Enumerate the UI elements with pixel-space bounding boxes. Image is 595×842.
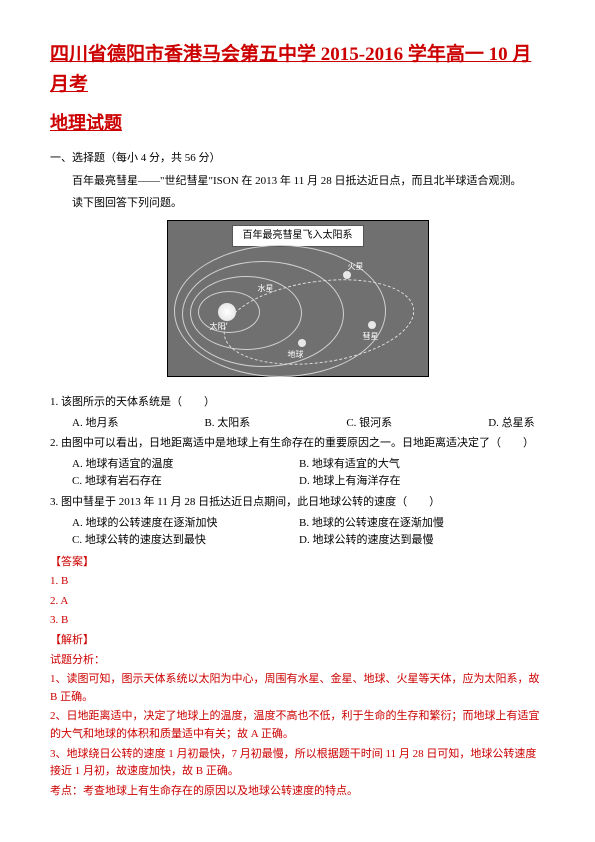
q2-opt-c: C. 地球有岩石存在 (72, 473, 299, 491)
label-sun: 太阳 (210, 321, 226, 334)
q3-opt-c: C. 地球公转的速度达到最快 (72, 532, 299, 550)
q3-opt-a: A. 地球的公转速度在逐渐加快 (72, 515, 299, 533)
analysis-2: 2、日地距离适中，决定了地球上的温度，温度不高也不低，利于生命的生存和繁衍；而地… (50, 708, 545, 743)
diagram-container: 百年最亮彗星飞入太阳系 太阳 地球 火星 水星 彗星 (50, 220, 545, 384)
answer-header: 【答案】 (50, 554, 545, 572)
answer-block: 【答案】 1. B 2. A 3. B 【解析】 试题分析： 1、读图可知，图示… (50, 554, 545, 801)
q1-opt-b: B. 太阳系 (204, 415, 346, 433)
question-3-stem: 3. 图中彗星于 2013 年 11 月 28 日抵达近日点期间，此日地球公转的… (50, 494, 545, 512)
question-2-options: A. 地球有适宜的温度 B. 地球有适宜的大气 C. 地球有岩石存在 D. 地球… (50, 456, 545, 491)
label-earth: 地球 (288, 349, 304, 362)
analysis-1: 1、读图可知，图示天体系统以太阳为中心，周围有水星、金星、地球、火星等天体，应为… (50, 671, 545, 706)
question-2-stem: 2. 由图中可以看出，日地距离适中是地球上有生命存在的重要原因之一。日地距离适决… (50, 435, 545, 453)
q1-opt-a: A. 地月系 (72, 415, 204, 433)
analysis-footer: 考点：考查地球上有生命存在的原因以及地球公转速度的特点。 (50, 783, 545, 801)
label-mercury: 水星 (258, 283, 274, 296)
question-1-options: A. 地月系 B. 太阳系 C. 银河系 D. 总星系 (50, 415, 545, 433)
question-1-stem: 1. 该图所示的天体系统是（ ） (50, 394, 545, 412)
label-comet: 彗星 (363, 331, 379, 344)
q3-opt-b: B. 地球的公转速度在逐渐加慢 (299, 515, 526, 533)
analysis-3: 3、地球绕日公转的速度 1 月初最快，7 月初最慢，所以根据题干时间 11 月 … (50, 746, 545, 781)
answer-2: 2. A (50, 593, 545, 611)
answer-1: 1. B (50, 573, 545, 591)
q2-opt-a: A. 地球有适宜的温度 (72, 456, 299, 474)
section-header: 一、选择题（每小 4 分，共 56 分） (50, 150, 545, 168)
q2-opt-d: D. 地球上有海洋存在 (299, 473, 526, 491)
q1-opt-c: C. 银河系 (346, 415, 488, 433)
analysis-header: 【解析】 (50, 632, 545, 650)
answer-3: 3. B (50, 612, 545, 630)
planet-icon (368, 321, 376, 329)
label-mars: 火星 (348, 261, 364, 274)
q3-opt-d: D. 地球公转的速度达到最慢 (299, 532, 526, 550)
diagram-title: 百年最亮彗星飞入太阳系 (232, 225, 364, 247)
exam-title: 四川省德阳市香港马会第五中学 2015-2016 学年高一 10 月月考 (50, 40, 545, 101)
q2-opt-b: B. 地球有适宜的大气 (299, 456, 526, 474)
analysis-header2: 试题分析： (50, 652, 545, 670)
intro-text-1: 百年最亮彗星——"世纪彗星"ISON 在 2013 年 11 月 28 日抵达近… (50, 173, 545, 191)
sun-icon (218, 303, 236, 321)
question-3-options: A. 地球的公转速度在逐渐加快 B. 地球的公转速度在逐渐加慢 C. 地球公转的… (50, 515, 545, 550)
intro-text-2: 读下图回答下列问题。 (50, 195, 545, 213)
planet-icon (298, 339, 306, 347)
q1-opt-d: D. 总星系 (488, 415, 545, 433)
solar-system-diagram: 百年最亮彗星飞入太阳系 太阳 地球 火星 水星 彗星 (167, 220, 429, 377)
exam-subtitle: 地理试题 (50, 109, 545, 138)
